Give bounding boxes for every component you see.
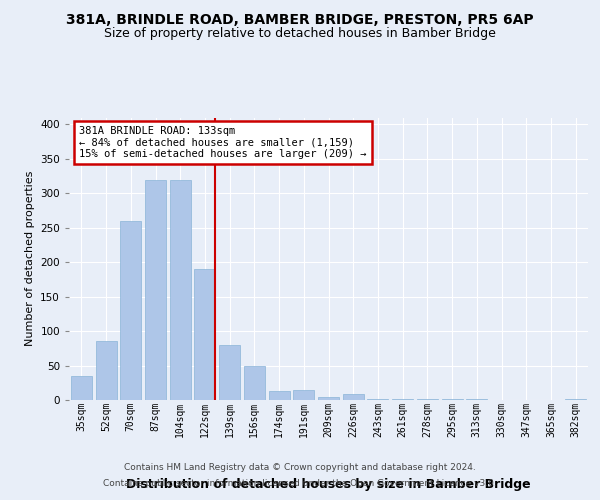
Bar <box>219 345 240 400</box>
Bar <box>244 366 265 400</box>
Bar <box>318 396 339 400</box>
Bar <box>170 180 191 400</box>
Bar <box>95 342 116 400</box>
Bar <box>120 221 141 400</box>
Bar <box>71 376 92 400</box>
Bar <box>343 394 364 400</box>
Text: Contains HM Land Registry data © Crown copyright and database right 2024.: Contains HM Land Registry data © Crown c… <box>124 464 476 472</box>
Bar <box>194 269 215 400</box>
Bar <box>145 180 166 400</box>
Text: Contains public sector information licensed under the Open Government Licence v3: Contains public sector information licen… <box>103 478 497 488</box>
Text: 381A BRINDLE ROAD: 133sqm
← 84% of detached houses are smaller (1,159)
15% of se: 381A BRINDLE ROAD: 133sqm ← 84% of detac… <box>79 126 367 159</box>
Text: 381A, BRINDLE ROAD, BAMBER BRIDGE, PRESTON, PR5 6AP: 381A, BRINDLE ROAD, BAMBER BRIDGE, PREST… <box>66 12 534 26</box>
Y-axis label: Number of detached properties: Number of detached properties <box>25 171 35 346</box>
Bar <box>565 398 586 400</box>
Text: Size of property relative to detached houses in Bamber Bridge: Size of property relative to detached ho… <box>104 28 496 40</box>
X-axis label: Distribution of detached houses by size in Bamber Bridge: Distribution of detached houses by size … <box>126 478 531 492</box>
Bar <box>269 391 290 400</box>
Bar <box>293 390 314 400</box>
